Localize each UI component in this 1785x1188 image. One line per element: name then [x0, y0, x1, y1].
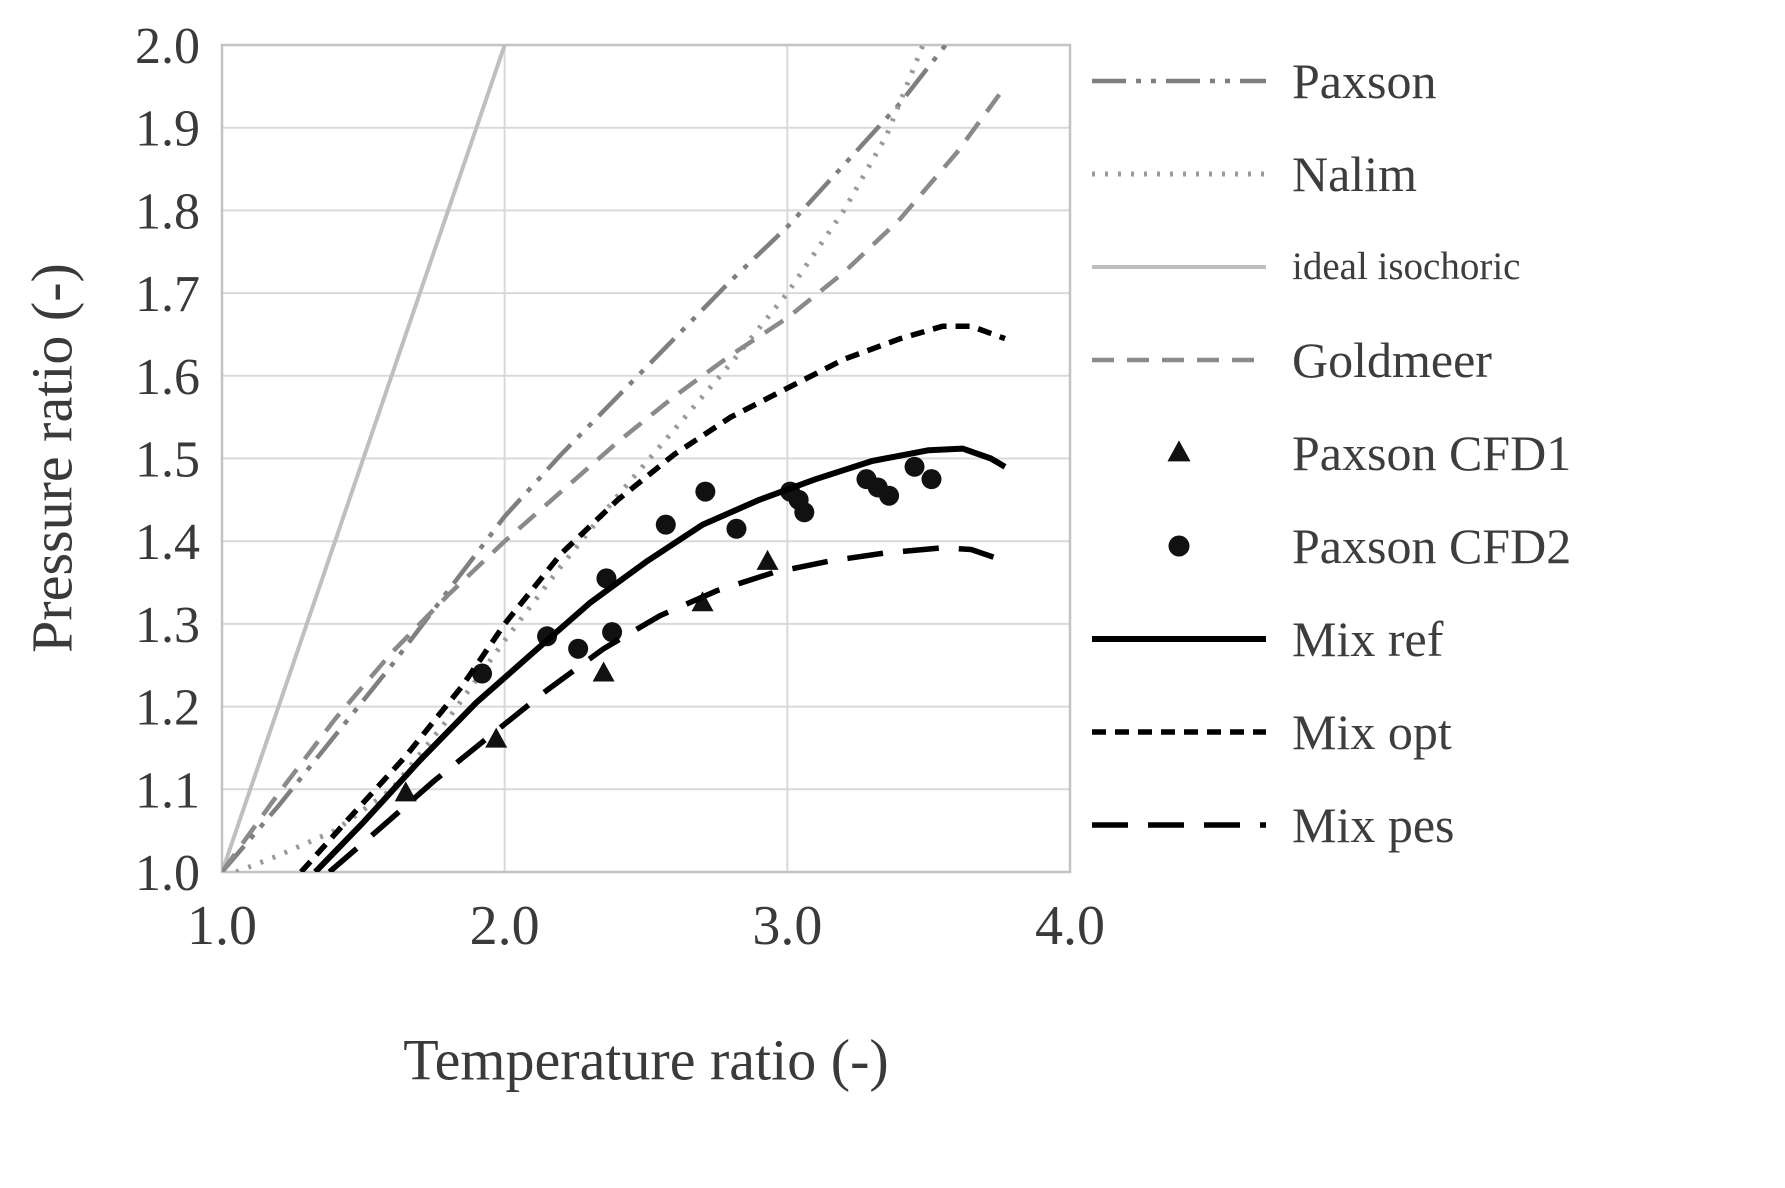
y-axis-title: Pressure ratio (-): [19, 263, 85, 653]
y-tick-label: 1.5: [135, 432, 200, 489]
legend-sample-mix-ref: [1090, 609, 1268, 669]
triangle-marker: [756, 549, 779, 570]
legend-sample-mix-opt: [1090, 702, 1268, 762]
legend-sample-nalim: [1090, 144, 1268, 204]
triangle-marker: [691, 591, 714, 612]
legend-item-paxson-cfd1: Paxson CFD1: [1090, 406, 1785, 499]
y-tick-label: 1.2: [135, 680, 200, 737]
series-line-mix-ref: [313, 445, 1007, 872]
series-scatter-paxson-cfd1: [394, 549, 779, 802]
circle-marker: [794, 502, 815, 523]
legend-sample-goldmeer: [1090, 330, 1268, 390]
legend-item-paxson: Paxson: [1090, 34, 1785, 127]
legend-label-paxson: Paxson: [1292, 52, 1437, 109]
legend-label-paxson-cfd1: Paxson CFD1: [1292, 424, 1572, 481]
y-tick-label: 1.8: [135, 183, 200, 240]
x-axis-title: Temperature ratio (-): [403, 1027, 889, 1093]
circle-marker: [904, 456, 925, 477]
legend-sample-paxson-cfd2: [1090, 516, 1268, 576]
circle-marker: [472, 663, 493, 684]
series-line-mix-opt: [299, 323, 1006, 872]
triangle-marker: [485, 727, 508, 748]
legend: Paxson Nalim ideal isochoric Goldmeer Paxson…: [1090, 34, 1785, 871]
legend-label-nalim: Nalim: [1292, 145, 1417, 202]
legend-item-mix-opt: Mix opt: [1090, 685, 1785, 778]
circle-marker: [655, 514, 676, 535]
circle-marker: [726, 518, 747, 539]
series-line-goldmeer: [222, 93, 1002, 872]
legend-item-nalim: Nalim: [1090, 127, 1785, 220]
circle-marker: [921, 469, 942, 490]
circle-marker: [602, 622, 623, 643]
x-tick-label: 1.0: [187, 895, 257, 957]
series-line-nalim: [235, 45, 926, 872]
y-tick-label: 1.4: [135, 514, 200, 571]
legend-label-mix-opt: Mix opt: [1292, 703, 1452, 760]
legend-item-ideal-isochoric: ideal isochoric: [1090, 220, 1785, 313]
plot-border: [220, 43, 1072, 874]
y-tick-label: 1.3: [135, 597, 200, 654]
series-line-ideal-isochoric: [222, 45, 507, 872]
circle-marker: [879, 485, 900, 506]
circle-marker: [695, 481, 716, 502]
legend-sample-paxson: [1090, 51, 1268, 111]
legend-label-mix-pes: Mix pes: [1292, 796, 1455, 853]
y-tick-label: 1.0: [135, 845, 200, 902]
triangle-marker-icon: [1167, 439, 1191, 461]
legend-sample-paxson-cfd1: [1090, 423, 1268, 483]
series-line-mix-pes: [327, 545, 1006, 872]
triangle-marker: [592, 661, 615, 682]
circle-marker-icon: [1168, 535, 1190, 556]
legend-item-mix-pes: Mix pes: [1090, 778, 1785, 871]
legend-sample-mix-pes: [1090, 795, 1268, 855]
legend-label-paxson-cfd2: Paxson CFD2: [1292, 517, 1572, 574]
legend-label-ideal-isochoric: ideal isochoric: [1292, 245, 1521, 288]
series-line-paxson: [222, 45, 948, 872]
legend-item-goldmeer: Goldmeer: [1090, 313, 1785, 406]
y-tick-label: 1.1: [135, 762, 200, 819]
legend-sample-ideal-isochoric: [1090, 237, 1268, 297]
legend-item-mix-ref: Mix ref: [1090, 592, 1785, 685]
legend-item-paxson-cfd2: Paxson CFD2: [1090, 499, 1785, 592]
y-tick-label: 1.6: [135, 349, 200, 406]
circle-marker: [596, 568, 617, 589]
triangle-marker: [394, 781, 417, 802]
circle-marker: [568, 638, 589, 659]
series-scatter-paxson-cfd2: [472, 456, 942, 684]
x-tick-label: 4.0: [1035, 895, 1105, 957]
y-tick-label: 1.9: [135, 101, 200, 158]
legend-label-goldmeer: Goldmeer: [1292, 331, 1492, 388]
x-tick-label: 3.0: [752, 895, 822, 957]
x-tick-label: 2.0: [470, 895, 540, 957]
y-tick-label: 1.7: [135, 266, 200, 323]
legend-label-mix-ref: Mix ref: [1292, 610, 1444, 667]
y-tick-label: 2.0: [135, 18, 200, 75]
